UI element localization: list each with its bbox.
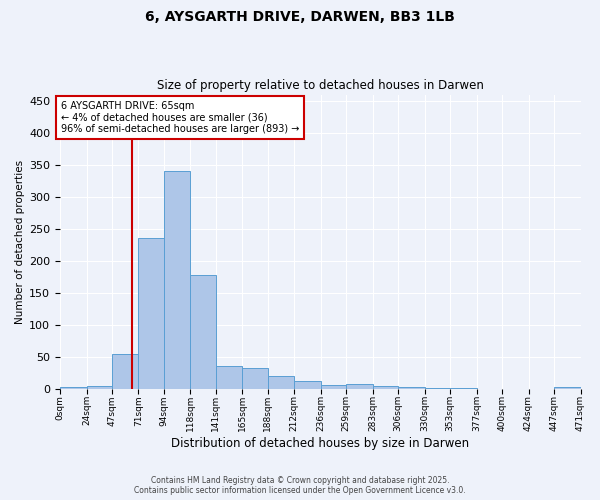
- Text: 6, AYSGARTH DRIVE, DARWEN, BB3 1LB: 6, AYSGARTH DRIVE, DARWEN, BB3 1LB: [145, 10, 455, 24]
- Bar: [164, 172, 190, 389]
- Bar: [554, 387, 581, 389]
- X-axis label: Distribution of detached houses by size in Darwen: Distribution of detached houses by size …: [171, 437, 469, 450]
- Title: Size of property relative to detached houses in Darwen: Size of property relative to detached ho…: [157, 79, 484, 92]
- Bar: [450, 388, 476, 389]
- Bar: [139, 238, 164, 389]
- Y-axis label: Number of detached properties: Number of detached properties: [15, 160, 25, 324]
- Bar: [321, 385, 346, 389]
- Bar: [60, 387, 86, 389]
- Bar: [425, 388, 450, 389]
- Bar: [86, 386, 112, 389]
- Bar: [216, 366, 242, 389]
- Bar: [190, 275, 216, 389]
- Bar: [268, 376, 294, 389]
- Bar: [398, 387, 425, 389]
- Text: 6 AYSGARTH DRIVE: 65sqm
← 4% of detached houses are smaller (36)
96% of semi-det: 6 AYSGARTH DRIVE: 65sqm ← 4% of detached…: [61, 101, 299, 134]
- Bar: [242, 368, 268, 389]
- Bar: [346, 384, 373, 389]
- Bar: [112, 354, 139, 389]
- Text: Contains HM Land Registry data © Crown copyright and database right 2025.
Contai: Contains HM Land Registry data © Crown c…: [134, 476, 466, 495]
- Bar: [294, 381, 321, 389]
- Bar: [373, 386, 398, 389]
